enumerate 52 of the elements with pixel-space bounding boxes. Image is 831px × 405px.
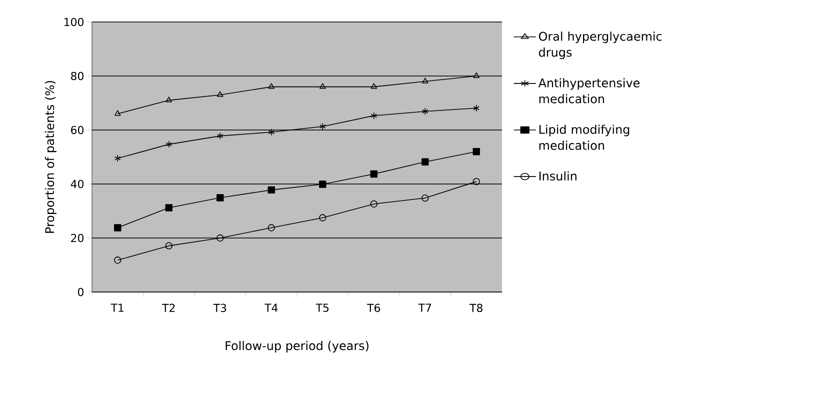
point bbox=[216, 91, 224, 97]
point bbox=[165, 204, 172, 212]
point bbox=[472, 178, 480, 186]
point bbox=[268, 128, 275, 136]
point bbox=[166, 140, 172, 148]
point bbox=[165, 242, 172, 250]
y-tick-label: 20 bbox=[71, 234, 84, 242]
legend-label: Lipid modifying medication bbox=[539, 124, 630, 150]
point bbox=[114, 110, 121, 116]
point bbox=[114, 256, 122, 264]
y-tick-label: 60 bbox=[71, 126, 84, 134]
legend-label: Insulin bbox=[539, 171, 576, 181]
x-axis-title: Follow-up period (years) bbox=[226, 340, 368, 352]
point bbox=[473, 104, 480, 112]
point bbox=[166, 96, 172, 102]
point bbox=[422, 108, 428, 115]
point bbox=[216, 194, 224, 202]
legend-label: Oral hyperglycaemic drugs bbox=[538, 32, 662, 60]
point bbox=[422, 78, 428, 84]
point bbox=[472, 148, 480, 156]
x-tick-label: T5 bbox=[316, 304, 329, 312]
legend-label: Antihypertensive medication bbox=[538, 78, 640, 104]
x-tick-label: T8 bbox=[470, 304, 482, 312]
point bbox=[319, 180, 326, 188]
point bbox=[370, 112, 378, 120]
point bbox=[216, 234, 224, 242]
x-tick-label: T4 bbox=[264, 304, 278, 312]
y-tick-label: 100 bbox=[64, 18, 84, 26]
point bbox=[114, 224, 122, 232]
point bbox=[370, 83, 378, 89]
point bbox=[319, 214, 326, 222]
x-tick-label: T3 bbox=[213, 304, 226, 312]
point bbox=[473, 72, 480, 78]
y-tick-label: 80 bbox=[71, 72, 84, 80]
x-tick-label: T6 bbox=[367, 304, 380, 312]
y-axis-title: Proportion of patients (%) bbox=[44, 80, 56, 233]
y-tick-label: 40 bbox=[70, 180, 84, 188]
point bbox=[370, 170, 378, 178]
x-tick-label: T1 bbox=[110, 304, 124, 312]
x-tick-label: T7 bbox=[418, 304, 432, 312]
point bbox=[268, 224, 275, 232]
point bbox=[268, 186, 275, 194]
point bbox=[114, 154, 121, 162]
point bbox=[422, 158, 429, 166]
x-tick-label: T2 bbox=[162, 304, 175, 312]
point bbox=[268, 83, 275, 89]
point bbox=[319, 122, 326, 130]
point bbox=[370, 200, 378, 208]
y-tick-label: 0 bbox=[78, 288, 84, 296]
point bbox=[319, 83, 326, 89]
point bbox=[422, 194, 429, 202]
point bbox=[216, 132, 224, 140]
